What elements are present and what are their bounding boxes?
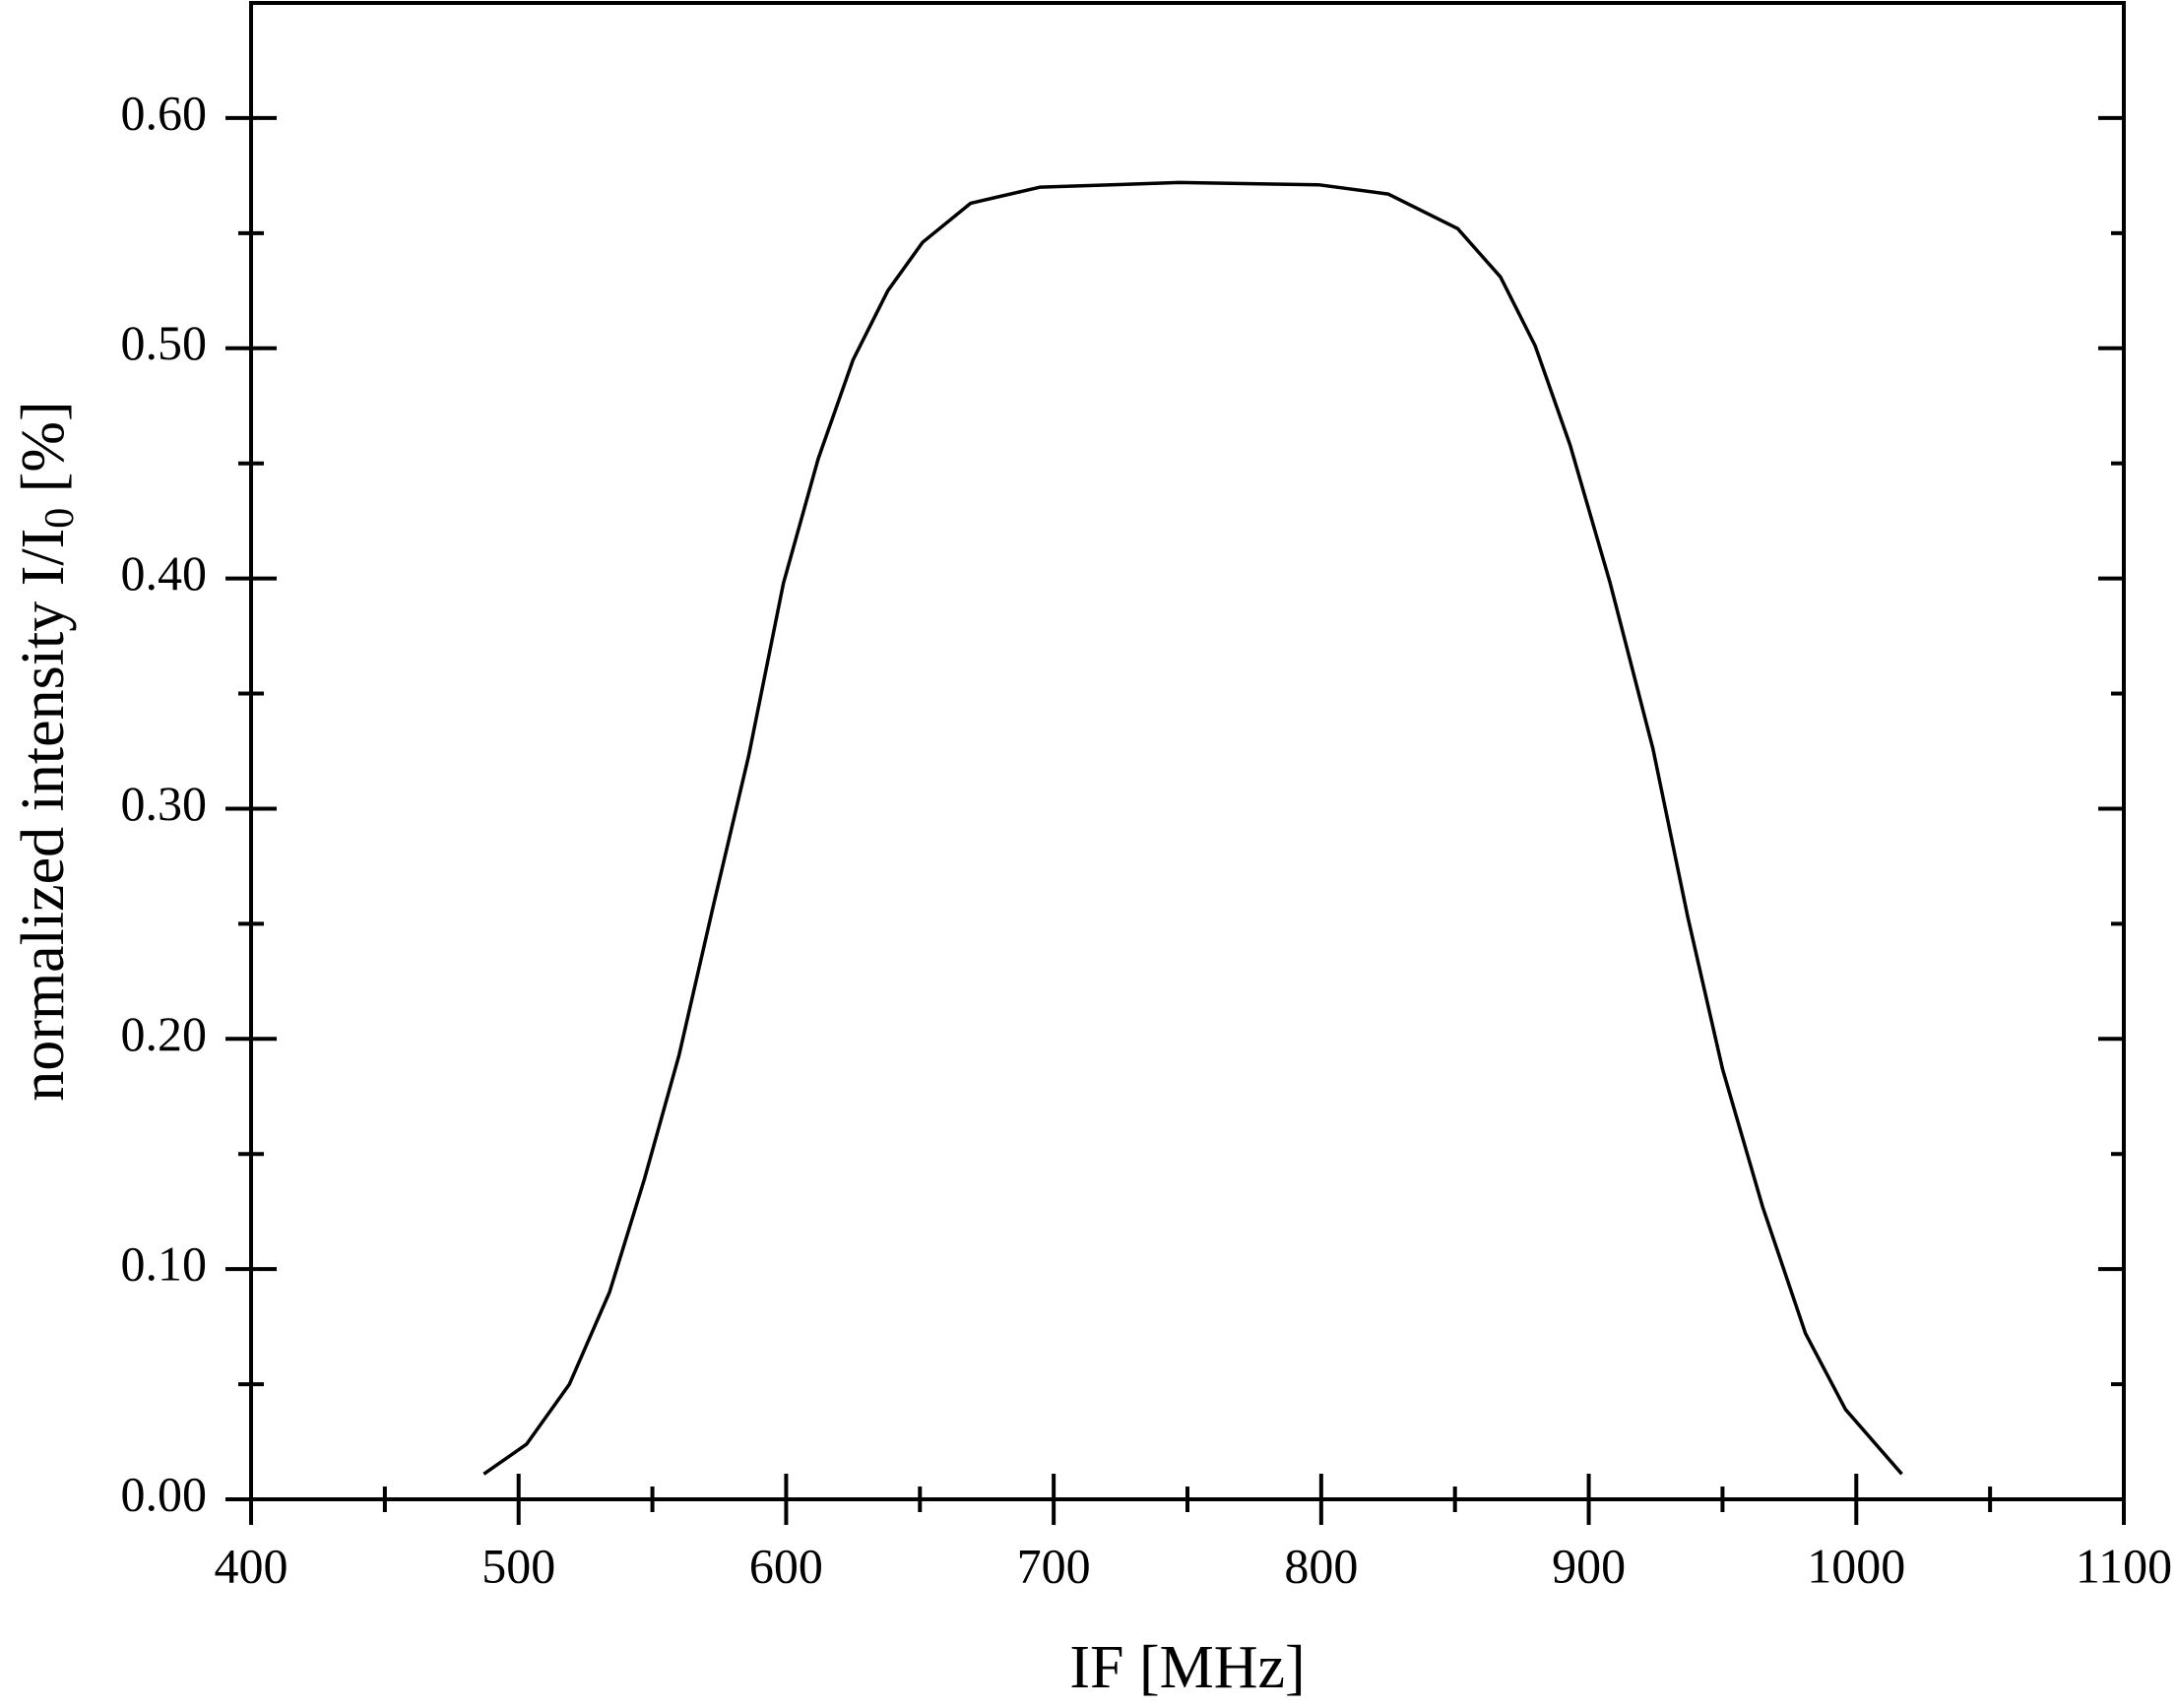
y-tick-label: 0.20 [121, 1006, 208, 1061]
y-tick-label: 0.40 [121, 545, 208, 601]
y-tick-label: 0.50 [121, 315, 208, 370]
x-tick-label: 700 [1017, 1538, 1091, 1593]
y-axis-label: normalized intensity I/I0 [%] [10, 401, 82, 1101]
x-tick-label: 1100 [2076, 1538, 2172, 1593]
x-tick-label: 800 [1284, 1538, 1358, 1593]
x-tick-label: 1000 [1807, 1538, 1905, 1593]
y-label-part: normalized intensity I/I [10, 529, 77, 1102]
y-tick-label: 0.30 [121, 776, 208, 831]
plot-frame [249, 1, 2126, 1501]
y-tick-label: 0.60 [121, 85, 208, 140]
x-tick-label: 600 [749, 1538, 823, 1593]
y-label-part: [%] [10, 401, 77, 507]
y-tick-label: 0.10 [121, 1236, 208, 1292]
x-tick-label: 500 [481, 1538, 555, 1593]
x-axis-label: IF [MHz] [1069, 1634, 1305, 1701]
data-line [482, 180, 1903, 1476]
y-tick-label: 0.00 [121, 1466, 208, 1521]
y-label-subscript: 0 [37, 508, 83, 529]
x-tick-label: 900 [1552, 1538, 1626, 1593]
x-tick-label: 400 [215, 1538, 288, 1593]
